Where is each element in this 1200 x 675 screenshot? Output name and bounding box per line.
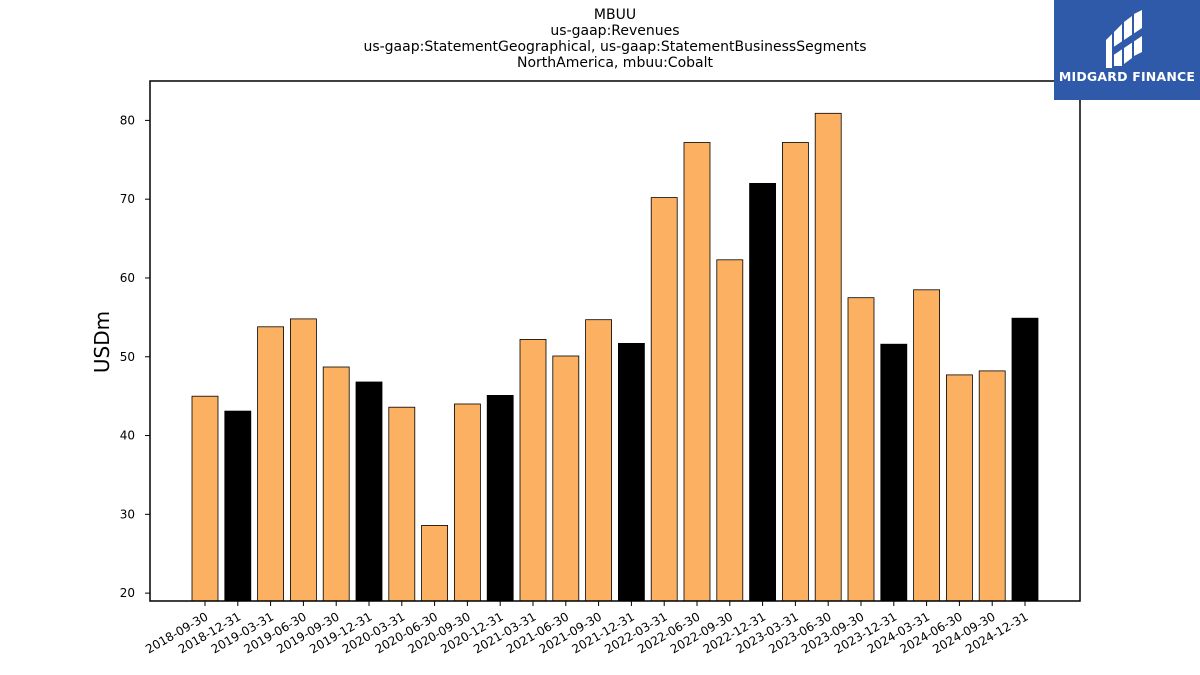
plot-frame bbox=[149, 80, 1081, 602]
bar-2022-09-30 bbox=[716, 259, 744, 602]
chart-title-line-3: us-gaap:StatementGeographical, us-gaap:S… bbox=[363, 39, 867, 55]
logo-text: MIDGARD FINANCE bbox=[1058, 69, 1196, 84]
bar-2019-06-30 bbox=[289, 318, 317, 602]
bar-2022-03-31 bbox=[650, 197, 678, 602]
bar-2020-12-31 bbox=[486, 394, 514, 602]
y-tick-label: 50 bbox=[120, 350, 135, 364]
y-tick-label: 40 bbox=[120, 429, 135, 443]
bar-2021-03-31 bbox=[519, 338, 547, 602]
y-tick-label: 70 bbox=[120, 192, 135, 206]
y-tick-label: 60 bbox=[120, 271, 135, 285]
bar-2023-09-30 bbox=[847, 297, 875, 602]
bar-2018-12-31 bbox=[224, 410, 252, 602]
bar-2020-06-30 bbox=[421, 525, 449, 602]
bar-2021-12-31 bbox=[618, 342, 645, 602]
bars-group bbox=[191, 112, 1039, 602]
bar-2022-06-30 bbox=[683, 142, 711, 602]
chart-title-line-2: us-gaap:Revenues bbox=[550, 23, 680, 39]
y-tick-label: 20 bbox=[120, 586, 135, 600]
bar-2024-03-31 bbox=[913, 289, 940, 602]
bar-2023-12-31 bbox=[880, 343, 908, 602]
bar-2023-06-30 bbox=[814, 112, 842, 602]
bar-2019-12-31 bbox=[355, 381, 383, 602]
bar-2024-12-31 bbox=[1011, 317, 1039, 602]
bar-2020-03-31 bbox=[388, 406, 416, 602]
y-tick-label: 80 bbox=[120, 113, 135, 127]
chart-title-line-4: NorthAmerica, mbuu:Cobalt bbox=[517, 55, 713, 71]
y-axis-ticks: 20 30 40 50 60 70 80 bbox=[120, 113, 150, 600]
bar-2024-09-30 bbox=[978, 370, 1006, 602]
chart-title-line-1: MBUU bbox=[593, 7, 637, 23]
bar-2021-06-30 bbox=[552, 355, 580, 602]
bar-2019-09-30 bbox=[322, 366, 350, 602]
bar-2022-12-31 bbox=[749, 182, 776, 602]
bar-2021-09-30 bbox=[585, 319, 612, 602]
midgard-finance-logo: MIDGARD FINANCE bbox=[1054, 0, 1200, 100]
y-tick-label: 30 bbox=[120, 507, 135, 521]
bar-2020-09-30 bbox=[453, 403, 481, 602]
bar-2023-03-31 bbox=[782, 142, 809, 602]
midgard-logo-icon bbox=[1106, 10, 1142, 68]
bar-2019-03-31 bbox=[257, 326, 285, 602]
bar-2018-09-30 bbox=[191, 395, 219, 602]
x-axis-ticks: 2018-09-302018-12-312019-03-312019-06-30… bbox=[143, 601, 1031, 656]
bar-2024-06-30 bbox=[946, 374, 973, 602]
